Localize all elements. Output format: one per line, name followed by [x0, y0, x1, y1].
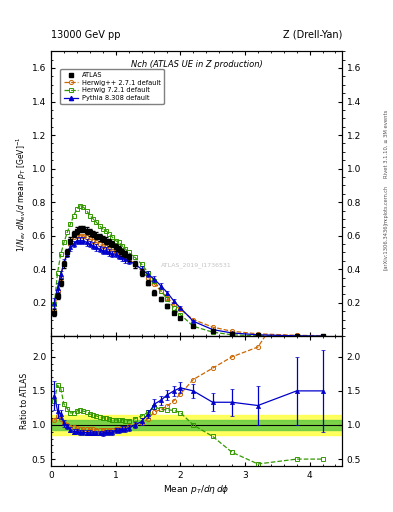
- X-axis label: Mean $p_T/d\eta\,d\phi$: Mean $p_T/d\eta\,d\phi$: [163, 482, 230, 496]
- Text: ATLAS_2019_I1736531: ATLAS_2019_I1736531: [161, 262, 232, 268]
- Text: 13000 GeV pp: 13000 GeV pp: [51, 30, 121, 40]
- Y-axis label: $1/N_{ev}\ dN_{ev}/d\ \mathrm{mean}\ p_T\ [\mathrm{GeV}]^{-1}$: $1/N_{ev}\ dN_{ev}/d\ \mathrm{mean}\ p_T…: [15, 136, 29, 251]
- Text: Nch (ATLAS UE in Z production): Nch (ATLAS UE in Z production): [130, 60, 263, 69]
- Text: [arXiv:1306.3436]: [arXiv:1306.3436]: [383, 222, 388, 270]
- Text: Z (Drell-Yan): Z (Drell-Yan): [283, 30, 342, 40]
- Text: mcplots.cern.ch: mcplots.cern.ch: [383, 185, 388, 224]
- Y-axis label: Ratio to ATLAS: Ratio to ATLAS: [20, 373, 29, 429]
- Legend: ATLAS, Herwig++ 2.7.1 default, Herwig 7.2.1 default, Pythia 8.308 default: ATLAS, Herwig++ 2.7.1 default, Herwig 7.…: [60, 69, 164, 104]
- Text: Rivet 3.1.10, ≥ 3M events: Rivet 3.1.10, ≥ 3M events: [383, 109, 388, 178]
